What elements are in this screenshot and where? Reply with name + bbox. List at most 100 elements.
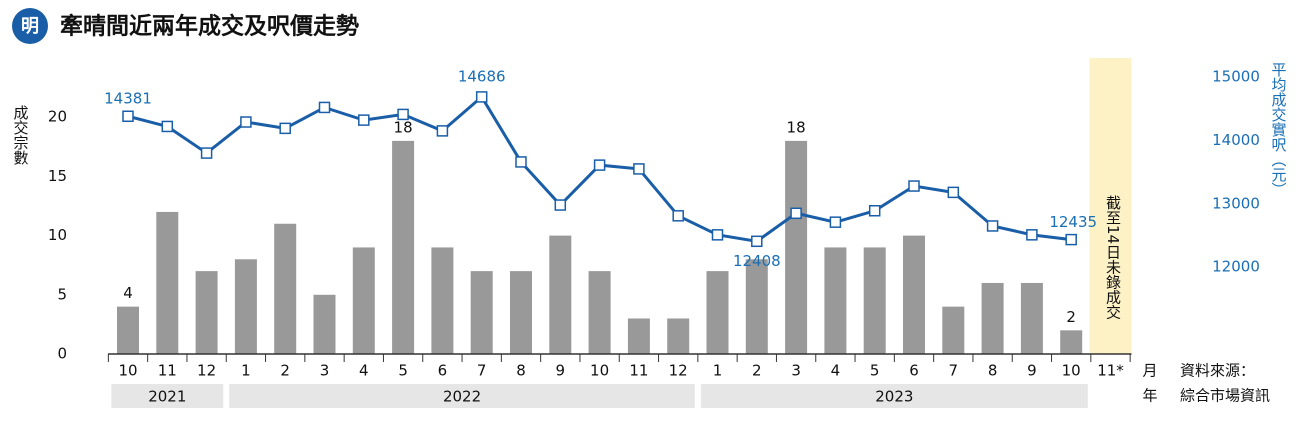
x-unit-label: 月 [1142, 362, 1157, 380]
bar [627, 318, 650, 354]
y-tick-label: 10 [48, 226, 67, 244]
x-tick-label: 3 [791, 362, 801, 380]
bar [588, 271, 611, 354]
x-tick-label: 8 [516, 362, 526, 380]
bar [863, 247, 886, 354]
bar [706, 271, 729, 354]
bar [234, 259, 257, 354]
x-tick-label: 4 [831, 362, 841, 380]
price-marker [711, 229, 724, 241]
bar [352, 247, 375, 354]
x-tick-label: 6 [438, 362, 448, 380]
year-unit-label: 年 [1142, 387, 1157, 405]
price-marker [397, 108, 409, 121]
price-value-label: 14686 [458, 67, 506, 85]
bar-value-label: 18 [787, 118, 806, 136]
year-band [700, 384, 1088, 408]
y-tick-label: 20 [48, 108, 67, 126]
bar [824, 247, 847, 354]
year-band [229, 384, 695, 408]
y-tick-label: 5 [57, 285, 67, 303]
x-tick-label: 11* [1097, 362, 1124, 380]
bar-value-label: 2 [1066, 308, 1076, 326]
x-tick-label: 11 [629, 362, 648, 380]
price-marker [633, 163, 645, 175]
logo-badge [12, 8, 48, 44]
price-marker [829, 216, 842, 228]
bar [667, 318, 690, 354]
x-tick-label: 10 [590, 362, 609, 380]
x-tick-label: 7 [949, 362, 959, 380]
x-tick-label: 6 [909, 362, 919, 380]
bar [549, 235, 572, 354]
price-value-label: 12408 [733, 252, 781, 270]
price-marker [240, 116, 252, 128]
y-axis-label: 成交宗數 [12, 105, 30, 165]
bar [431, 247, 454, 354]
price-marker [947, 186, 960, 199]
logo: 明 [21, 16, 39, 37]
price-marker [790, 207, 802, 220]
y-tick-label: 0 [57, 345, 67, 363]
y-tick-label: 15 [48, 167, 67, 185]
price-marker [515, 156, 527, 168]
price-marker [279, 122, 291, 135]
bar [156, 211, 179, 354]
bar [942, 306, 965, 354]
year-label: 2022 [443, 388, 481, 406]
price-value-label: 12435 [1049, 213, 1097, 231]
x-tick-label: 4 [359, 362, 369, 380]
price-marker [751, 235, 763, 248]
bar [981, 282, 1004, 354]
x-tick-label: 9 [1027, 362, 1037, 380]
price-marker [908, 180, 920, 192]
bar [470, 271, 493, 354]
x-tick-label: 1 [241, 362, 251, 380]
y2-tick-label: 14000 [1212, 131, 1260, 149]
price-marker [986, 220, 999, 232]
chart-title: 牽晴間近兩年成交及呎價走勢 [60, 13, 359, 40]
price-marker [161, 120, 174, 133]
price-marker [1065, 233, 1077, 246]
price-marker [318, 101, 331, 114]
price-marker [200, 147, 213, 159]
price-value-label: 14381 [104, 90, 152, 108]
y2-tick-label: 12000 [1212, 258, 1260, 276]
price-marker [122, 110, 134, 122]
annotation: 截至14日未錄成交 [1104, 195, 1122, 319]
x-tick-label: 8 [988, 362, 998, 380]
bar [195, 271, 218, 354]
bar-value-label: 18 [394, 118, 413, 136]
x-tick-label: 11 [158, 362, 177, 380]
x-tick-label: 2 [752, 362, 762, 380]
bar [117, 306, 139, 354]
bar [903, 235, 925, 354]
x-tick-label: 12 [669, 362, 688, 380]
x-tick-label: 9 [556, 362, 566, 380]
year-label: 2021 [148, 388, 186, 406]
price-marker [358, 114, 370, 126]
y2-tick-label: 13000 [1212, 194, 1260, 212]
year-label: 2023 [875, 388, 913, 406]
source: 綜合市場資訊 [1180, 387, 1270, 405]
bar [745, 259, 768, 354]
x-tick-label: 5 [398, 362, 408, 380]
bar [1020, 282, 1043, 354]
price-marker [593, 159, 606, 171]
bar [274, 223, 297, 354]
bar [313, 294, 336, 354]
bar [510, 271, 532, 354]
year-band [111, 384, 224, 408]
price-marker [554, 199, 567, 211]
bar [1060, 330, 1083, 354]
bar [785, 140, 808, 354]
x-tick-label: 5 [870, 362, 880, 380]
x-tick-label: 10 [1062, 362, 1081, 380]
x-tick-label: 10 [118, 362, 137, 380]
source-label: 資料來源： [1180, 362, 1255, 380]
price-marker [475, 91, 488, 103]
x-tick-label: 7 [477, 362, 487, 380]
x-tick-label: 2 [280, 362, 290, 380]
bar-value-label: 4 [123, 284, 133, 302]
